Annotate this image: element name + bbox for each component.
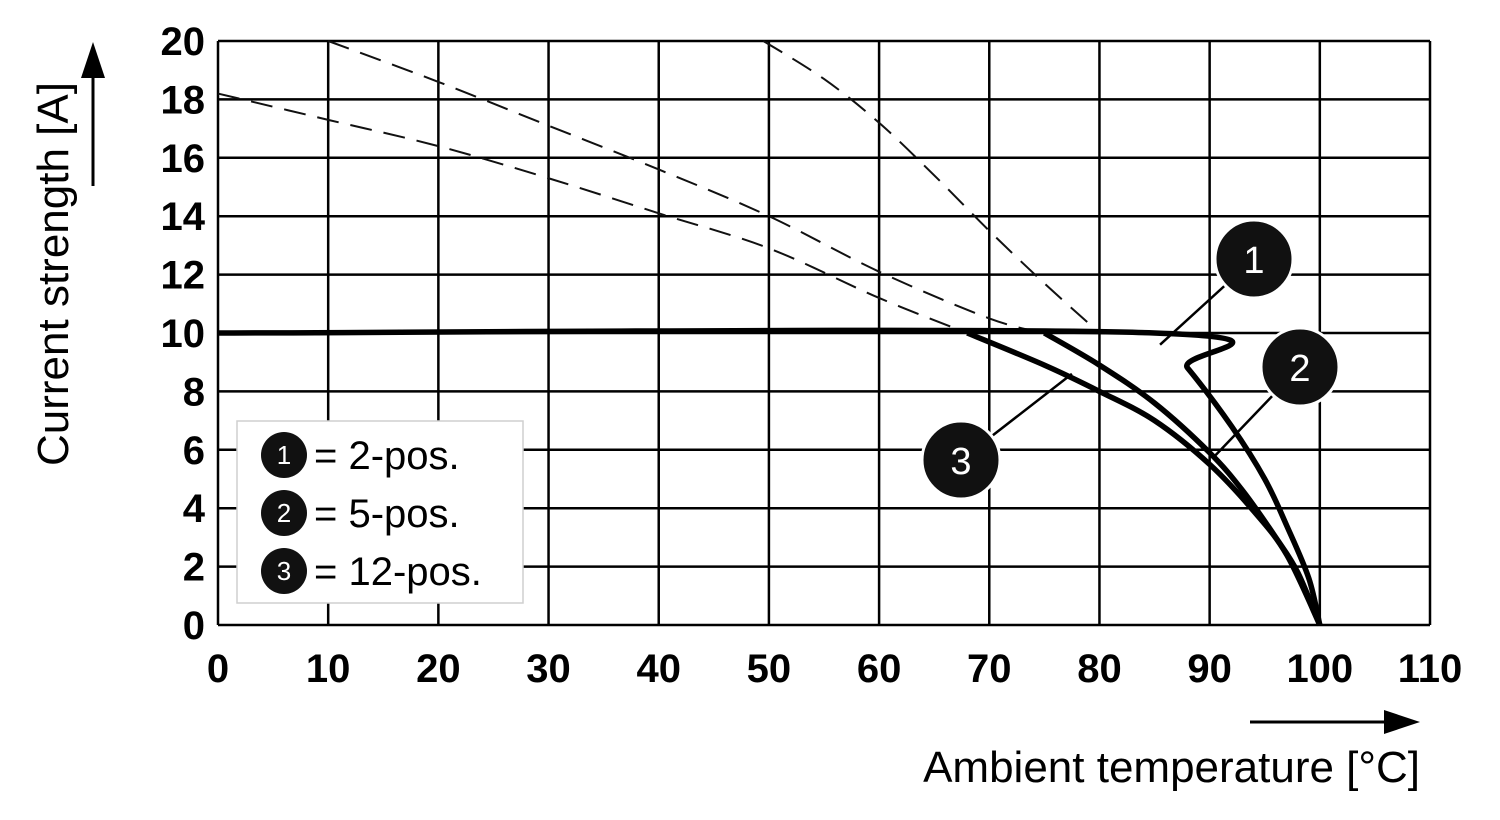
legend-marker-2: [261, 490, 307, 536]
y-tick-label: 4: [183, 487, 206, 531]
dashed-curve-2: [327, 40, 1045, 334]
x-tick-label: 60: [857, 647, 902, 691]
y-tick-label: 16: [161, 137, 206, 181]
dashed-curves: [217, 40, 1101, 334]
x-tick-label: 10: [306, 647, 351, 691]
x-tick-label: 80: [1077, 647, 1122, 691]
x-axis-arrowhead: [1384, 710, 1420, 734]
y-tick-label: 20: [161, 20, 206, 64]
y-tick-label: 0: [183, 604, 205, 648]
legend-entry-3: 3 = 12-pos.: [261, 548, 482, 594]
y-tick-label: 6: [183, 429, 205, 473]
callout-label-2: 2: [1289, 348, 1310, 390]
y-tick-labels: 0 2 4 6 8 10 12 14 16 18 20: [161, 20, 206, 648]
curve-3: [966, 330, 1323, 627]
y-axis-arrowhead: [81, 42, 105, 78]
x-tick-label: 110: [1398, 647, 1463, 691]
y-tick-label: 8: [183, 370, 205, 414]
legend-marker-3: [261, 548, 307, 594]
legend-label-2: = 5-pos.: [314, 492, 460, 536]
y-tick-label: 10: [161, 312, 206, 356]
x-tick-label: 50: [747, 647, 792, 691]
x-tick-label: 70: [967, 647, 1012, 691]
callout-label-3: 3: [950, 441, 971, 483]
curve-1: [217, 327, 1323, 626]
legend-label-1: = 2-pos.: [314, 434, 460, 478]
legend-marker-1-label: 1: [277, 440, 291, 470]
legend-marker-1: [261, 432, 307, 478]
callout-badge-2: [1259, 326, 1341, 408]
y-tick-label: 14: [161, 195, 206, 239]
y-tick-label: 2: [183, 546, 205, 590]
y-tick-label: 12: [161, 254, 206, 298]
x-tick-label: 40: [636, 647, 681, 691]
callout-label-1: 1: [1243, 240, 1264, 282]
y-tick-label: 18: [161, 78, 206, 122]
dashed-curve-1: [762, 40, 1101, 334]
x-tick-label: 90: [1187, 647, 1232, 691]
legend-label-3: = 12-pos.: [314, 550, 482, 594]
x-tick-label: 100: [1286, 647, 1353, 691]
legend-marker-2-label: 2: [277, 498, 291, 528]
x-tick-labels: 0 10 20 30 40 50 60 70 80 90 100 110: [207, 647, 1462, 691]
y-axis-title: Current strength [A]: [29, 82, 78, 466]
x-tick-label: 20: [416, 647, 461, 691]
solid-curves: [217, 327, 1323, 627]
legend-entry-2: 2 = 5-pos.: [261, 490, 460, 536]
legend: 1 = 2-pos. 2 = 5-pos. 3 = 12-pos.: [236, 420, 524, 604]
legend-entry-1: 1 = 2-pos.: [261, 432, 460, 478]
x-tick-label: 30: [526, 647, 571, 691]
callout-badge-3: [920, 419, 1002, 501]
callout-badge-1: [1213, 218, 1295, 300]
callouts: 1 2 3: [920, 218, 1341, 501]
x-tick-label: 0: [207, 647, 229, 691]
legend-marker-3-label: 3: [277, 556, 291, 586]
x-axis-title: Ambient temperature [°C]: [923, 743, 1420, 792]
dashed-curve-3: [217, 92, 968, 334]
